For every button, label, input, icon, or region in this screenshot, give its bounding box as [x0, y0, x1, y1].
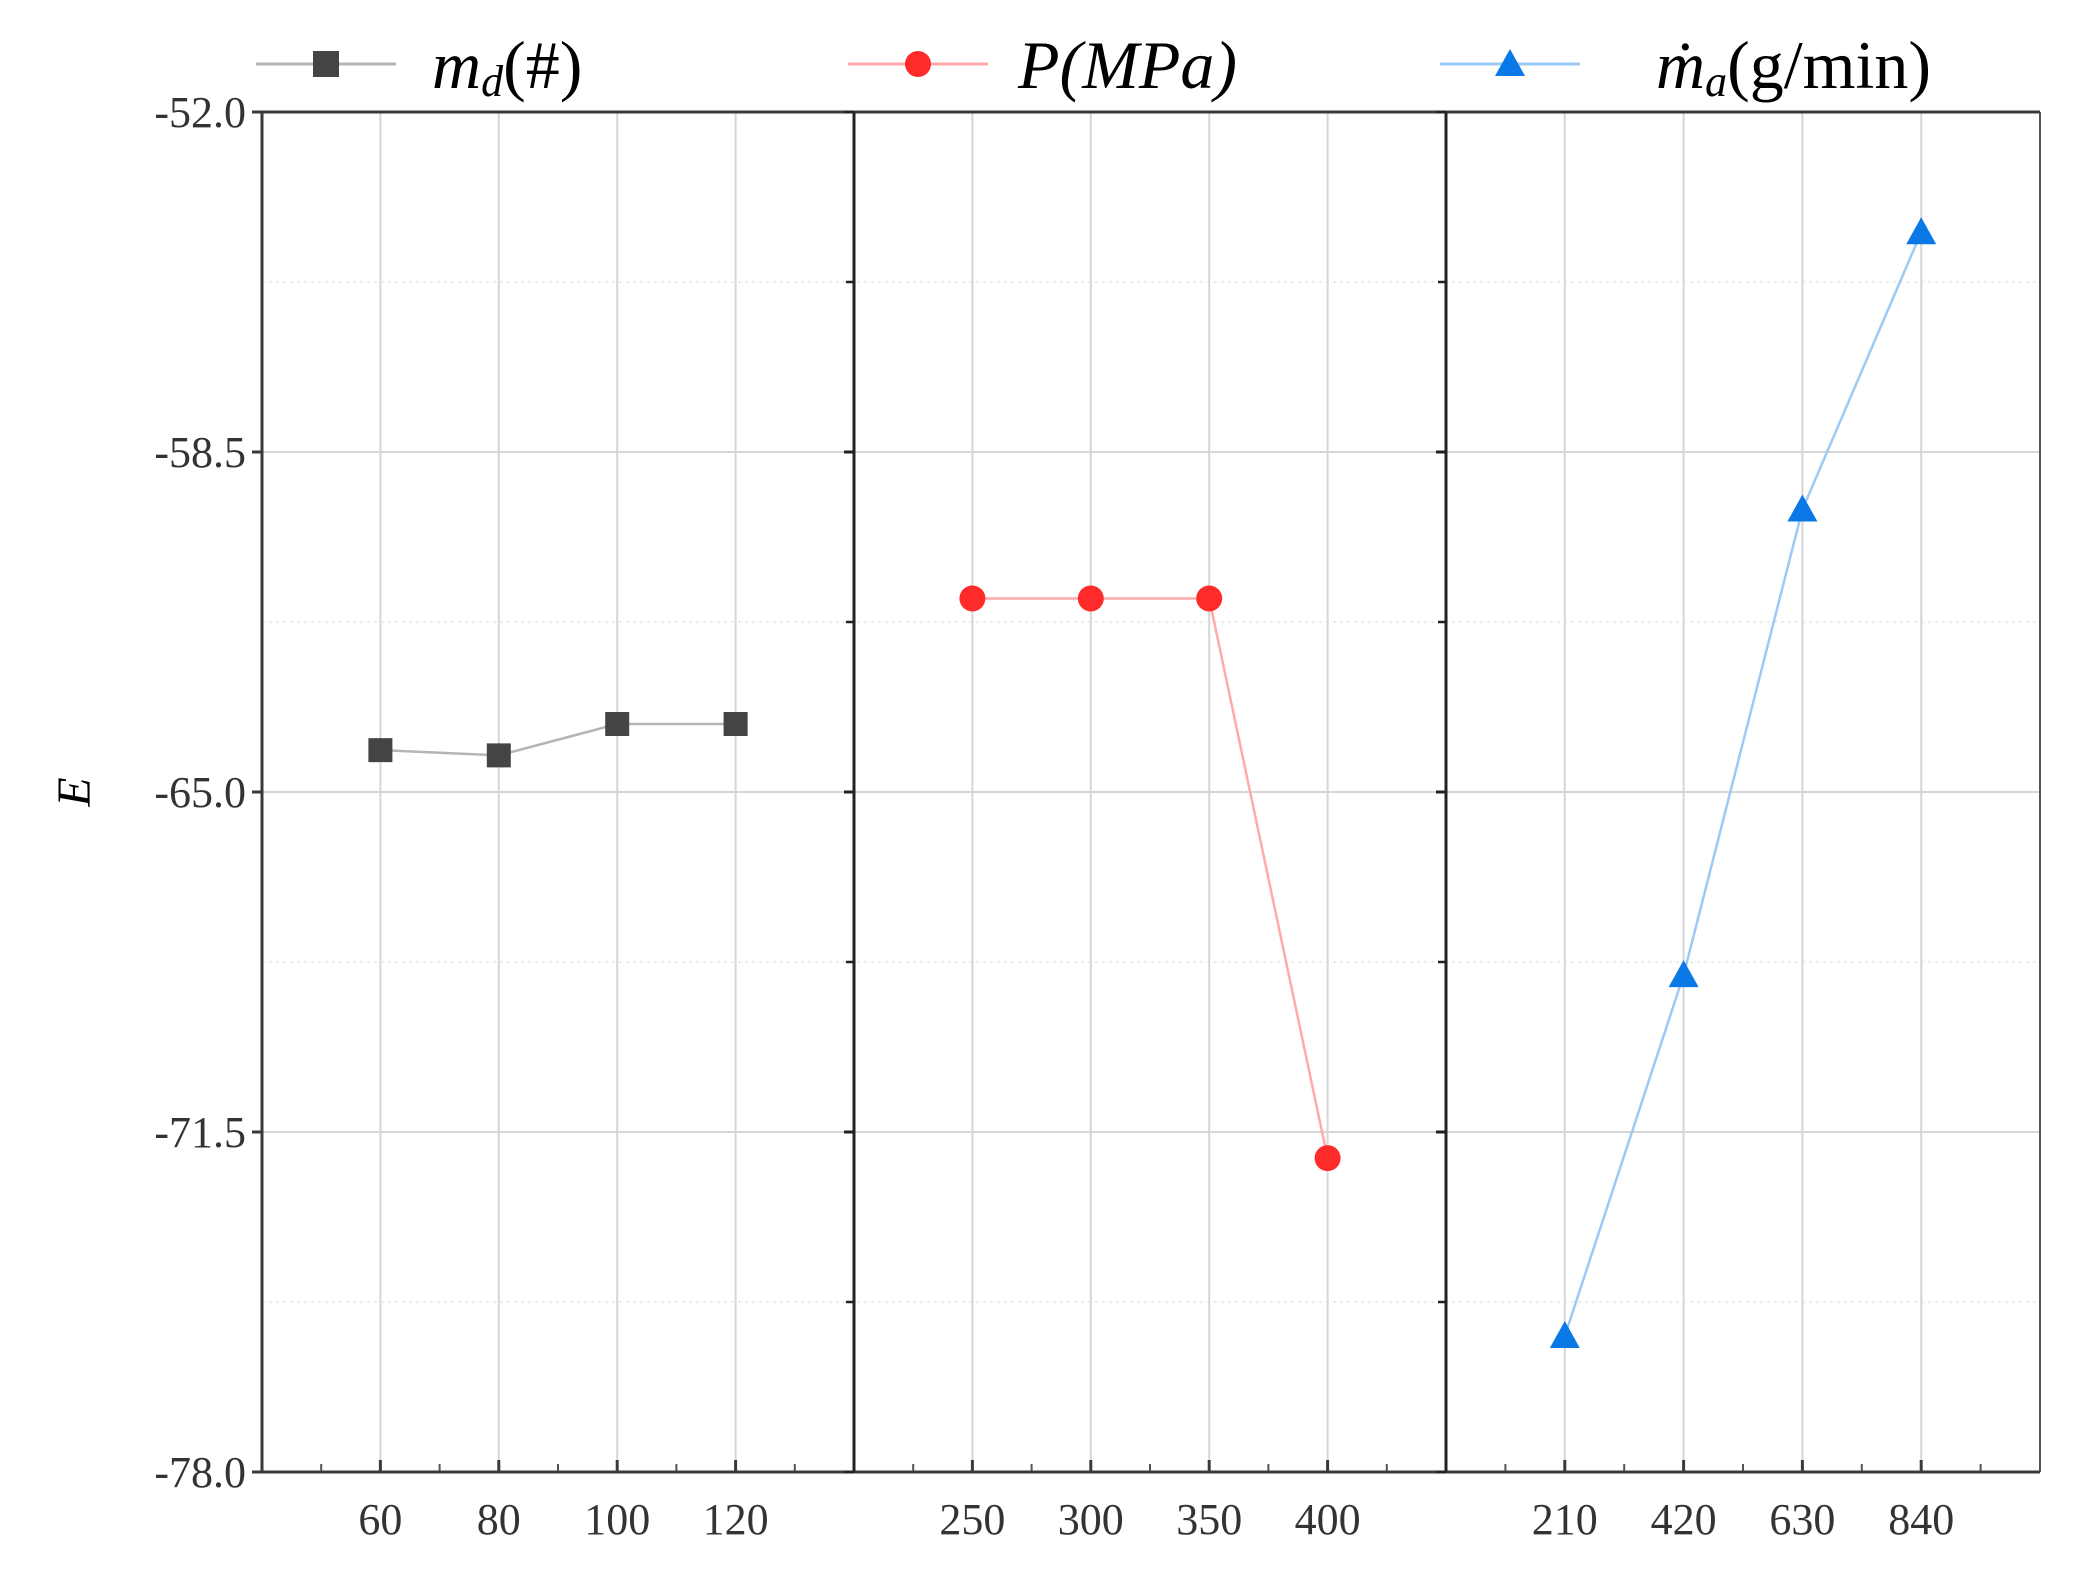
data-point-ma — [1668, 960, 1699, 988]
y-tick-label: -52.0 — [154, 88, 246, 137]
legend-label-P: P(MPa) — [1017, 27, 1237, 103]
x-tick-label: 100 — [584, 1495, 650, 1544]
x-tick-label: 630 — [1769, 1495, 1835, 1544]
data-point-md — [486, 743, 511, 768]
y-tick-label: -71.5 — [154, 1108, 246, 1157]
legend-symbol: ṁ — [1656, 27, 1705, 103]
data-point-ma — [1549, 1321, 1580, 1348]
x-tick-label: 400 — [1295, 1495, 1361, 1544]
legend-marker-ma — [1495, 49, 1525, 76]
y-tick-label: -65.0 — [154, 768, 246, 817]
y-tick-label: -78.0 — [154, 1448, 246, 1497]
x-tick-label: 300 — [1058, 1495, 1124, 1544]
legend-label-md: md(#) — [432, 27, 582, 106]
x-tick-label: 840 — [1888, 1495, 1954, 1544]
legend-marker-P — [905, 51, 931, 77]
legend-symbol: m — [432, 27, 481, 103]
data-point-P — [1077, 585, 1104, 612]
y-tick-label: -58.5 — [154, 428, 246, 477]
legend-marker-md — [313, 51, 339, 77]
data-point-P — [1314, 1145, 1341, 1172]
x-tick-label: 60 — [358, 1495, 402, 1544]
x-tick-label: 420 — [1651, 1495, 1717, 1544]
data-point-md — [723, 712, 748, 736]
data-point-md — [605, 712, 630, 736]
series-line-P — [972, 597, 1329, 1159]
data-point-P — [959, 585, 986, 612]
x-tick-label: 120 — [703, 1495, 769, 1544]
x-tick-label: 350 — [1176, 1495, 1242, 1544]
legend-symbol: P — [1017, 27, 1060, 103]
x-tick-label: 210 — [1532, 1495, 1598, 1544]
x-tick-label: 80 — [477, 1495, 521, 1544]
series-line-md — [380, 722, 736, 757]
x-tick-label: 250 — [939, 1495, 1005, 1544]
data-point-P — [1196, 585, 1223, 612]
data-point-ma — [1906, 217, 1937, 245]
legend-unit: (#) — [503, 27, 582, 103]
legend-unit: (g/min) — [1727, 27, 1931, 103]
y-axis-label: E — [48, 777, 101, 807]
legend-unit: (MPa) — [1060, 27, 1237, 103]
series-line-ma — [1563, 231, 1923, 1337]
legend-subscript: a — [1705, 57, 1727, 106]
legend-label-ma: ṁa(g/min) — [1656, 27, 1931, 106]
data-point-ma — [1787, 494, 1818, 522]
data-point-md — [368, 738, 393, 763]
legend-subscript: d — [481, 57, 504, 106]
